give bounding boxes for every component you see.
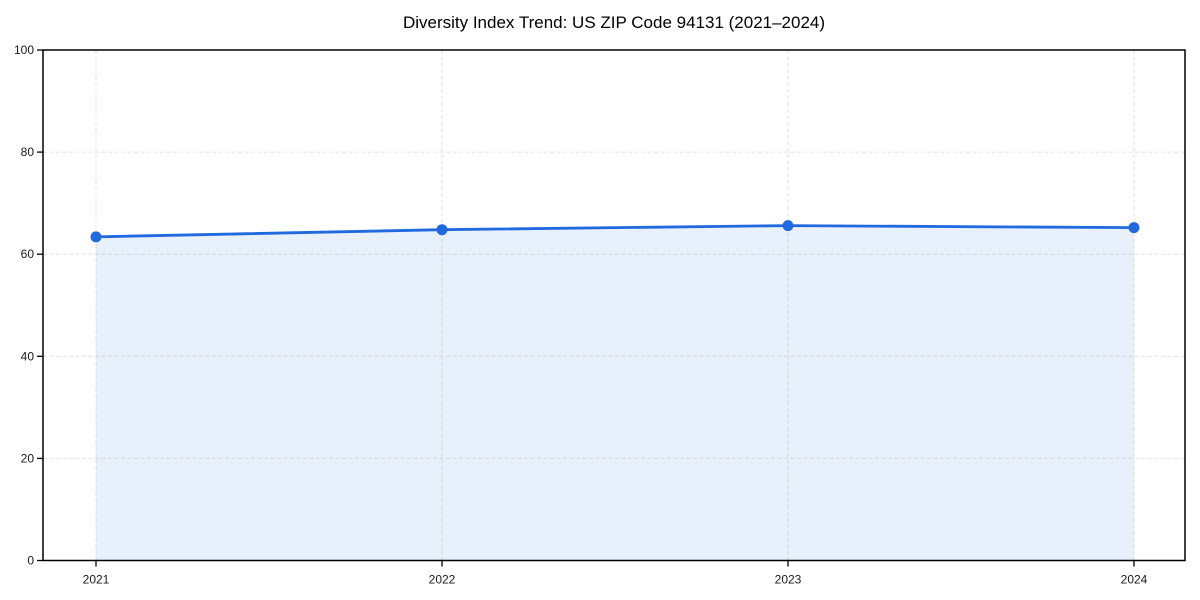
chart-title: Diversity Index Trend: US ZIP Code 94131… <box>402 13 826 32</box>
data-point-2024 <box>1128 222 1140 234</box>
data-point-2023 <box>782 220 794 232</box>
y-tick-label: 40 <box>21 349 35 363</box>
plot-border <box>42 49 1186 562</box>
x-tick-label: 2022 <box>429 573 456 587</box>
y-tick-label: 80 <box>21 145 35 159</box>
y-tick-label: 100 <box>14 43 34 57</box>
x-tick-label: 2021 <box>83 573 110 587</box>
y-tick-label: 60 <box>21 247 35 261</box>
data-point-2022 <box>436 224 448 236</box>
x-tick-label: 2023 <box>775 573 802 587</box>
area-fill <box>96 225 1134 561</box>
data-point-2021 <box>90 231 102 243</box>
y-tick-label: 20 <box>21 451 35 465</box>
x-tick-label: 2024 <box>1121 573 1148 587</box>
trend-line <box>94 224 1136 239</box>
y-tick-label: 0 <box>27 554 34 568</box>
